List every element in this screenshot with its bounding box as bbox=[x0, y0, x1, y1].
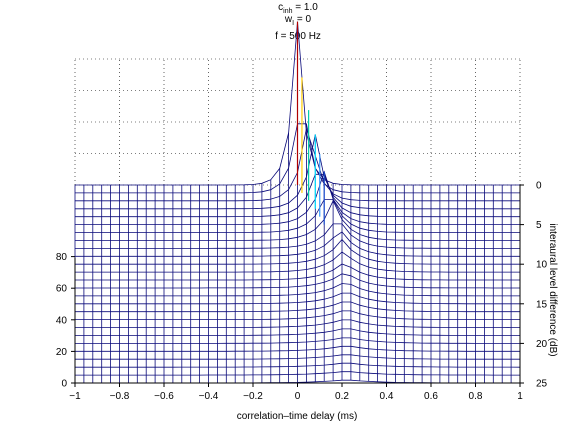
title-line-1: cinh = 1.0 bbox=[278, 2, 318, 15]
y-tick-label-5: 25 bbox=[536, 379, 548, 390]
y-tick-label-4: 20 bbox=[536, 339, 548, 350]
title-line-1-sub: inh bbox=[283, 8, 292, 15]
x-tick-label-4: −0.2 bbox=[243, 391, 263, 402]
x-tick-label-3: −0.4 bbox=[199, 391, 219, 402]
z-tick-label-1: 20 bbox=[56, 347, 68, 358]
z-tick-label-4: 80 bbox=[56, 252, 68, 263]
x-tick-label-8: 0.6 bbox=[424, 391, 438, 402]
y-axis-ticks: 0 5 10 15 20 25 bbox=[520, 181, 548, 390]
title-line-1-rest: = 1.0 bbox=[293, 2, 319, 13]
y-tick-label-0: 0 bbox=[536, 181, 542, 192]
title-line-1-var: c bbox=[278, 2, 283, 13]
z-tick-label-0: 0 bbox=[61, 379, 67, 390]
y-tick-label-1: 5 bbox=[536, 220, 542, 231]
x-tick-label-10: 1 bbox=[517, 391, 523, 402]
z-axis-ticks: 0 20 40 60 80 bbox=[56, 252, 75, 390]
x-tick-label-9: 0.8 bbox=[469, 391, 483, 402]
title-line-2: wI = 0 bbox=[284, 14, 312, 27]
y-axis-label: interaural level difference (dB) bbox=[547, 223, 558, 356]
x-tick-label-0: −1 bbox=[69, 391, 81, 402]
x-tick-label-1: −0.8 bbox=[110, 391, 130, 402]
x-tick-label-2: −0.6 bbox=[154, 391, 174, 402]
x-axis-label: correlation–time delay (ms) bbox=[237, 411, 358, 422]
z-tick-label-2: 40 bbox=[56, 315, 68, 326]
x-tick-label-5: 0 bbox=[295, 391, 301, 402]
y-tick-label-3: 15 bbox=[536, 299, 548, 310]
peak-ridge bbox=[296, 21, 325, 225]
title-line-2-sub: I bbox=[292, 20, 294, 27]
x-tick-label-7: 0.4 bbox=[380, 391, 394, 402]
x-axis-ticks: −1 −0.8 −0.6 −0.4 −0.2 0 0.2 0.4 0.6 0.8 1 bbox=[69, 383, 523, 402]
x-tick-label-6: 0.2 bbox=[335, 391, 349, 402]
title-line-2-rest: = 0 bbox=[294, 14, 311, 25]
y-tick-label-2: 10 bbox=[536, 260, 548, 271]
title-line-2-var: w bbox=[284, 14, 293, 25]
z-tick-label-3: 60 bbox=[56, 284, 68, 295]
